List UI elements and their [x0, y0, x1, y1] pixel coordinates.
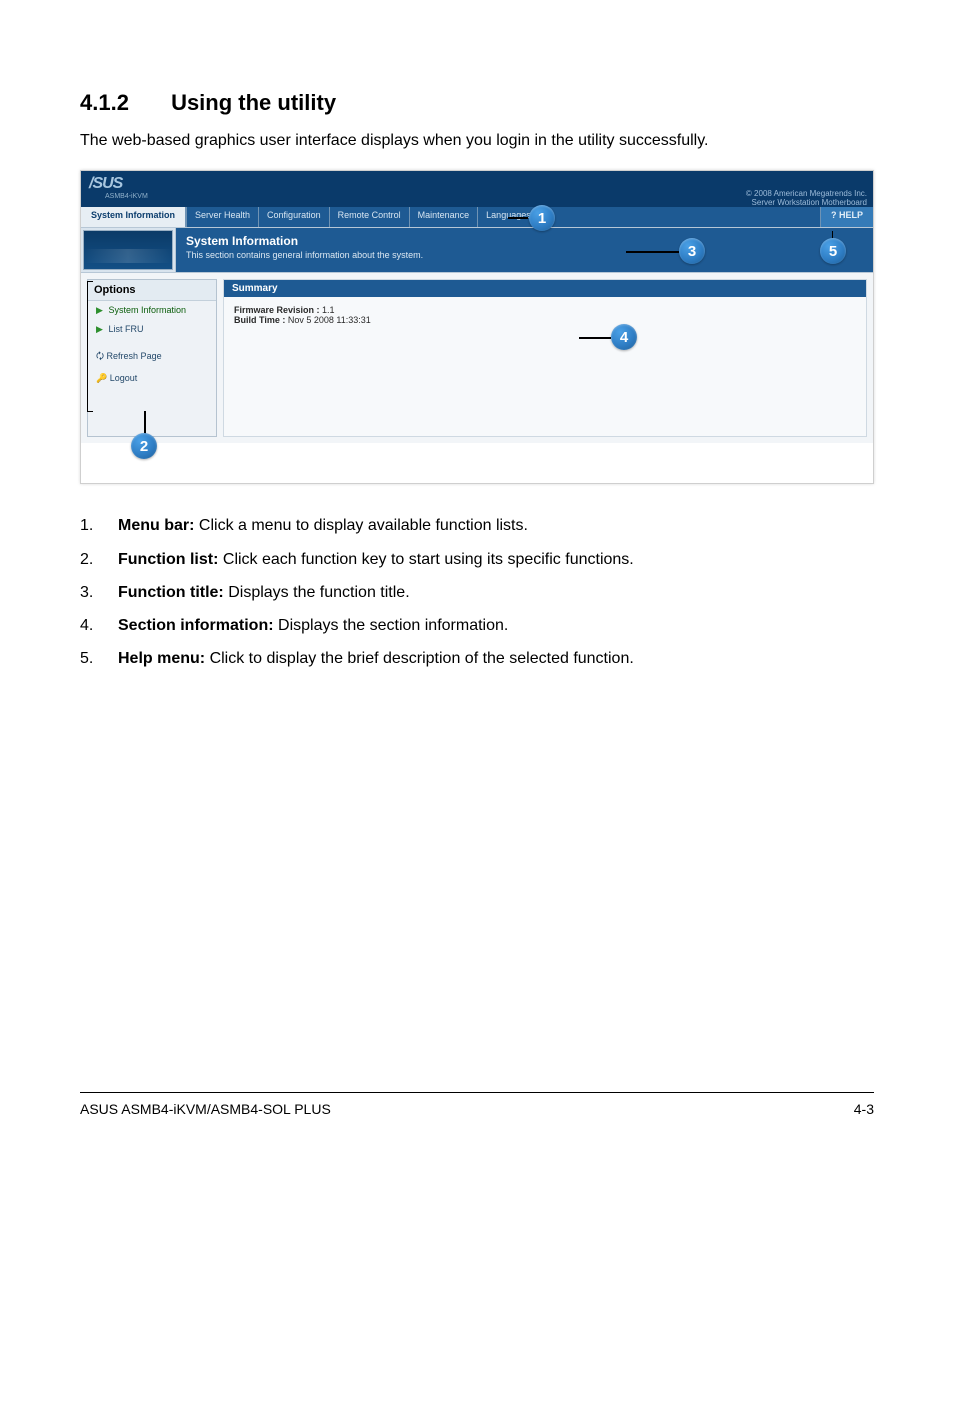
buildtime-key: Build Time : [234, 315, 285, 325]
screenshot-region: /SUS ASMB4-iKVM © 2008 American Megatren… [80, 170, 874, 484]
callout-leader [508, 217, 528, 219]
legend-row: 5. Help menu: Click to display the brief… [80, 645, 874, 672]
legend-num: 1. [80, 512, 118, 539]
firmware-row: Firmware Revision : 1.1 [234, 305, 856, 315]
callout-bracket [87, 281, 88, 411]
brand-right-text: © 2008 American Megatrends Inc. Server W… [746, 189, 867, 207]
legend-text: Function title: Displays the function ti… [118, 579, 874, 606]
legend-bold: Menu bar: [118, 517, 194, 534]
menu-bar: System Information Server Health Configu… [81, 207, 873, 227]
firmware-value: 1.1 [322, 305, 335, 315]
legend-bold: Section information: [118, 617, 274, 634]
legend-desc: Displays the section information. [274, 617, 509, 634]
logout-link[interactable]: 🔑 Logout [88, 369, 216, 388]
option-label: System Information [108, 305, 186, 315]
legend-row: 3. Function title: Displays the function… [80, 579, 874, 606]
brand-copyright: © 2008 American Megatrends Inc. [746, 189, 867, 198]
footer-left: ASUS ASMB4-iKVM/ASMB4-SOL PLUS [80, 1101, 331, 1117]
function-title-box: System Information This section contains… [175, 228, 873, 272]
option-item-system-information[interactable]: ▶ System Information [88, 301, 216, 320]
legend-bold: Function list: [118, 551, 218, 568]
legend-num: 2. [80, 546, 118, 573]
section-heading: 4.1.2 Using the utility [80, 90, 874, 116]
legend-bold: Help menu: [118, 650, 205, 667]
firmware-key: Firmware Revision : [234, 305, 320, 315]
section-number: 4.1.2 [80, 90, 129, 115]
intro-text: The web-based graphics user interface di… [80, 130, 874, 152]
function-thumbnail [83, 230, 173, 270]
brand-subtitle: ASMB4-iKVM [105, 193, 148, 200]
logout-label: Logout [110, 373, 138, 383]
summary-body: Firmware Revision : 1.1 Build Time : Nov… [224, 297, 866, 333]
function-subtitle: This section contains general informatio… [186, 250, 863, 260]
legend-text: Menu bar: Click a menu to display availa… [118, 512, 874, 539]
callout-bracket [87, 281, 93, 282]
legend-num: 4. [80, 612, 118, 639]
legend-row: 2. Function list: Click each function ke… [80, 546, 874, 573]
legend-num: 5. [80, 645, 118, 672]
legend-text: Section information: Displays the sectio… [118, 612, 874, 639]
options-heading: Options [88, 280, 216, 301]
section-title: Using the utility [171, 90, 336, 115]
legend-num: 3. [80, 579, 118, 606]
legend-desc: Click each function key to start using i… [218, 551, 633, 568]
menu-item-system-information[interactable]: System Information [81, 207, 186, 227]
legend-desc: Displays the function title. [224, 584, 410, 601]
brand-bar: /SUS ASMB4-iKVM © 2008 American Megatren… [81, 171, 873, 207]
buildtime-row: Build Time : Nov 5 2008 11:33:31 [234, 315, 856, 325]
summary-heading: Summary [224, 280, 866, 297]
footer-right: 4-3 [854, 1101, 874, 1117]
options-panel: Options ▶ System Information ▶ List FRU … [87, 279, 217, 437]
legend-list: 1. Menu bar: Click a menu to display ava… [80, 512, 874, 672]
help-button[interactable]: ? HELP [820, 207, 873, 227]
callout-leader [579, 337, 611, 339]
play-icon: ▶ [96, 305, 103, 315]
refresh-page-link[interactable]: 🗘 Refresh Page [88, 345, 216, 369]
refresh-label: Refresh Page [107, 351, 162, 361]
legend-desc: Click to display the brief description o… [205, 650, 634, 667]
option-item-list-fru[interactable]: ▶ List FRU [88, 320, 216, 339]
legend-text: Function list: Click each function key t… [118, 546, 874, 573]
function-title: System Information [186, 234, 863, 248]
brand-logo: /SUS [89, 175, 122, 193]
legend-row: 4. Section information: Displays the sec… [80, 612, 874, 639]
menu-item-remote-control[interactable]: Remote Control [329, 207, 409, 227]
refresh-icon: 🗘 [96, 351, 104, 361]
logout-icon: 🔑 [96, 373, 107, 383]
play-icon: ▶ [96, 324, 103, 334]
legend-row: 1. Menu bar: Click a menu to display ava… [80, 512, 874, 539]
menu-item-maintenance[interactable]: Maintenance [409, 207, 478, 227]
brand-tagline: Server Workstation Motherboard [746, 198, 867, 207]
menu-item-configuration[interactable]: Configuration [258, 207, 329, 227]
screenshot-body: Options ▶ System Information ▶ List FRU … [81, 273, 873, 443]
callout-leader [626, 251, 679, 253]
main-content-cell: Summary Firmware Revision : 1.1 Build Ti… [223, 279, 867, 437]
option-label: List FRU [108, 324, 143, 334]
legend-desc: Click a menu to display available functi… [194, 517, 528, 534]
legend-text: Help menu: Click to display the brief de… [118, 645, 874, 672]
menu-item-server-health[interactable]: Server Health [186, 207, 258, 227]
buildtime-value: Nov 5 2008 11:33:31 [288, 315, 371, 325]
callout-bracket [87, 411, 93, 412]
function-title-band: System Information This section contains… [81, 227, 873, 273]
legend-bold: Function title: [118, 584, 224, 601]
page-footer: ASUS ASMB4-iKVM/ASMB4-SOL PLUS 4-3 [80, 1092, 874, 1117]
